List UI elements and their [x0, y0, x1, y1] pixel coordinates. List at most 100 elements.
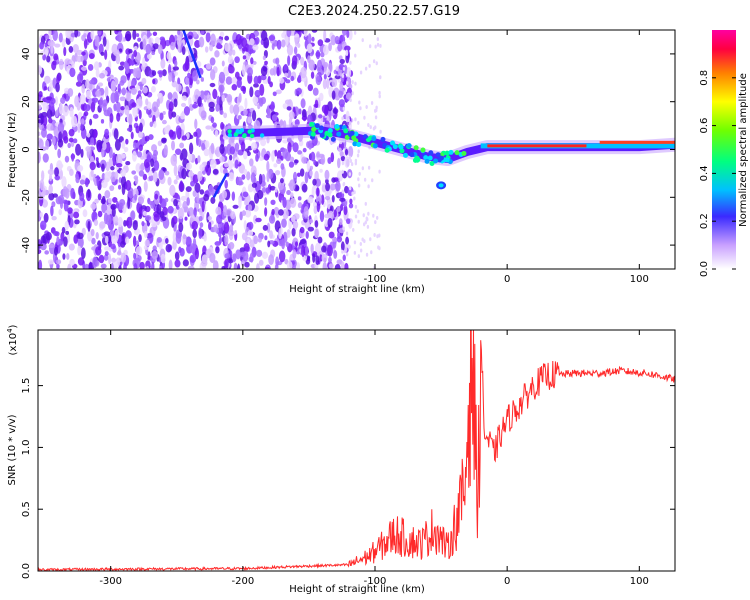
spectrogram-cell — [271, 208, 275, 216]
spectrogram-cell — [154, 36, 160, 45]
spectrogram-cell — [159, 211, 165, 218]
spectrogram-cell — [134, 193, 138, 201]
spectrogram-cell — [342, 106, 346, 111]
spectrogram-cell — [98, 72, 105, 79]
spectrogram-cell — [322, 61, 329, 69]
spectrogram-cell — [294, 33, 300, 39]
spectrogram-cell — [354, 214, 358, 219]
spectrogram-cell — [210, 142, 215, 155]
spectrogram-cell — [148, 174, 154, 182]
spectrogram-cell — [112, 215, 119, 224]
spectrogram-cell — [160, 253, 166, 264]
spectrogram-cell — [266, 222, 271, 234]
spectrogram-cell — [247, 116, 252, 124]
spectrogram-cell — [93, 219, 99, 226]
spectrogram-cell — [148, 200, 155, 206]
spectrogram-cell — [285, 79, 291, 84]
spectrogram-cell — [215, 206, 222, 216]
spectrogram-cell — [333, 250, 338, 259]
spectrogram-cell — [61, 38, 66, 48]
spectrogram-cell — [260, 65, 268, 77]
spectrogram-cell — [121, 87, 127, 96]
spectrogram-cell — [99, 97, 104, 109]
spectrogram-cell — [177, 77, 181, 86]
spectrogram-cell — [66, 253, 70, 260]
spectrogram-cell — [312, 253, 316, 263]
spectrogram-cell — [257, 104, 261, 110]
spectrogram-cell — [279, 178, 284, 184]
spectrogram-cell — [230, 211, 236, 220]
spectrogram-cell — [113, 49, 120, 57]
spectrogram-cell — [264, 266, 270, 269]
spectrogram-cell — [110, 262, 114, 269]
spectrogram-cell — [327, 157, 332, 165]
spectrogram-cell — [58, 32, 63, 43]
spectrogram-y-ticks: -40 -20 0 20 40 — [21, 48, 675, 253]
spectrogram-cell — [185, 186, 192, 192]
spectrogram-cell — [249, 158, 254, 167]
spectrogram-cell — [138, 122, 143, 133]
spectrogram-cell — [62, 105, 69, 117]
spectrogram-cell — [96, 174, 100, 187]
spectrogram-cell — [376, 37, 380, 42]
spectrogram-cell — [322, 79, 327, 90]
spectrogram-cell — [101, 195, 106, 204]
spectrogram-cell — [344, 262, 349, 269]
spectrogram-cell — [374, 115, 378, 120]
spectrogram-cell — [38, 238, 41, 245]
spectrogram-cell — [271, 114, 278, 122]
spectrogram-cell — [233, 104, 240, 116]
spectrogram-cell — [45, 139, 50, 150]
spectrogram-cell — [307, 114, 313, 124]
spectrogram-cell — [304, 171, 309, 184]
spectrogram-cell — [127, 196, 131, 209]
spectrogram-cell — [314, 178, 321, 187]
spectrogram-cell — [258, 259, 264, 266]
spectrogram-cell — [208, 184, 214, 193]
spectrogram-cell — [229, 223, 234, 233]
spectrogram-cell — [341, 189, 345, 194]
spectrogram-cell — [305, 231, 309, 239]
spectrogram-cell — [132, 235, 137, 247]
spectrogram-cell — [131, 102, 137, 108]
spectrogram-cell — [135, 84, 140, 92]
spectrogram-cell — [72, 43, 79, 53]
spectrogram-cell — [151, 222, 157, 228]
spectrogram-cell — [221, 60, 225, 67]
spectrogram-cell — [152, 43, 159, 50]
spectrogram-cell — [48, 184, 53, 194]
spectrogram-cell — [348, 145, 354, 158]
spectrogram-cell — [157, 70, 164, 75]
spectrogram-cell — [45, 34, 50, 40]
spectrogram-cell — [306, 256, 311, 262]
spectrogram-cell — [242, 55, 247, 60]
ridge-blob — [362, 134, 368, 140]
spectrogram-cell — [173, 98, 178, 108]
spectrogram-cell — [237, 180, 244, 186]
spectrogram-cell — [77, 123, 81, 134]
spectrogram-cell — [224, 162, 229, 168]
spectrogram-cell — [235, 249, 241, 260]
spectrogram-cell — [209, 82, 216, 88]
spectrogram-cell — [296, 87, 302, 95]
colorbar-tick-label: 0.2 — [699, 213, 710, 229]
spectrogram-cell — [188, 207, 195, 217]
spectrogram-cell — [279, 77, 285, 84]
spectrogram-cell — [63, 236, 68, 247]
spectrogram-cell — [243, 242, 250, 253]
spectrogram-cell — [46, 109, 53, 119]
spectrogram-cell — [103, 246, 110, 251]
spectrogram-cell — [63, 200, 69, 212]
spectrogram-cell — [351, 191, 354, 196]
spectrogram-cell — [38, 138, 44, 150]
spectrogram-cell — [116, 257, 120, 268]
spectrogram-cell — [181, 168, 187, 180]
spectrogram-cell — [142, 38, 147, 51]
spectrogram-cell — [142, 210, 147, 217]
spectrogram-cell — [192, 229, 197, 239]
spectrogram-cell — [95, 232, 99, 240]
x-tick-label: -200 — [231, 576, 254, 587]
y-tick-label: 20 — [21, 95, 32, 108]
spectrogram-cell — [162, 69, 167, 77]
spectrogram-cell — [149, 121, 154, 128]
